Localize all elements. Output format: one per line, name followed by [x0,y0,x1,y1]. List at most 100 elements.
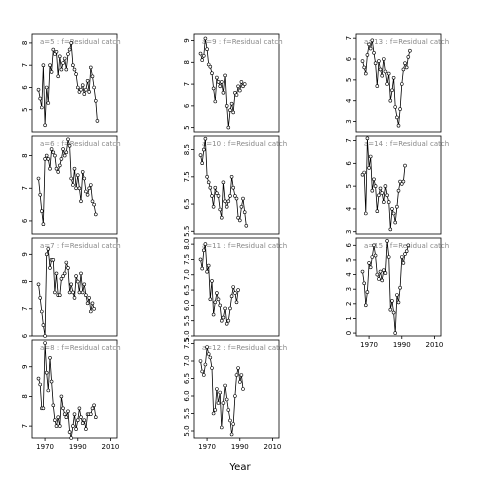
data-point [64,260,69,265]
data-point [200,161,204,165]
y-tick-label: 7 [345,36,353,40]
data-point [362,65,367,70]
data-point [77,290,82,295]
data-point [220,80,224,84]
data-point [38,193,43,197]
data-point [79,199,83,204]
data-point [239,80,244,84]
data-point [89,65,93,70]
data-point [215,291,219,295]
data-point [200,369,204,374]
data-point [89,412,93,417]
data-point [390,207,394,211]
panel-label: a=8 : f=Residual catch [40,344,121,352]
data-point [406,55,411,59]
data-point [216,297,221,302]
data-point [241,387,245,391]
y-tick-label: 6.5 [183,198,191,209]
data-point [74,72,78,76]
data-point [36,282,41,287]
data-point [77,406,82,411]
panel-label: a=14 : f=Residual catch [364,140,449,148]
data-point [378,186,383,191]
series-line [200,244,239,326]
y-tick-label: 1 [345,316,353,320]
data-point [386,200,391,204]
data-point [386,71,391,76]
y-tick-label: 5.5 [183,226,191,237]
panel-label: a=11 : f=Residual catch [202,242,287,250]
data-point [218,303,222,308]
data-point [239,205,244,209]
data-point [231,185,235,190]
data-point [38,382,43,387]
data-point [211,86,216,91]
y-tick-label: 6 [21,85,29,90]
data-point [383,271,388,275]
y-tick-label: 5 [345,78,353,82]
data-point [216,401,221,405]
data-point [43,123,47,128]
data-point [205,269,209,274]
y-tick-label: 9 [21,252,29,256]
data-point [51,150,56,155]
data-point [395,293,399,297]
data-point [213,185,218,190]
data-point [53,153,57,158]
y-tick-label: 7 [345,138,353,142]
panel-label: a=9 : f=Residual catch [202,38,283,46]
panel-label: a=12 : f=Residual catch [202,344,287,352]
y-tick-label: 5 [345,258,353,262]
data-point [87,186,91,191]
data-point [62,56,67,61]
data-point [210,279,214,283]
data-point [36,176,41,181]
data-point [368,265,373,270]
data-point [244,224,249,228]
data-point [90,301,95,306]
x-tick-label: 2010 [264,443,282,451]
data-point [208,297,213,302]
data-point [203,362,208,367]
y-tick-label: 7 [21,186,29,190]
data-point [46,247,51,251]
panel-frame [355,33,442,133]
data-point [67,144,72,148]
data-point [198,257,203,262]
data-point [375,84,380,88]
data-point [41,406,46,411]
data-point [234,373,239,377]
panel-frame [193,33,280,133]
data-point [94,212,98,217]
y-tick-label: 9 [21,364,29,368]
data-point [49,70,54,74]
y-tick-label: 8 [21,153,29,157]
data-point [399,255,404,259]
data-point [87,296,91,300]
panel-label: a=6 : f=Residual catch [40,140,121,148]
panel-frame [193,339,280,439]
y-tick-label: 8.0 [183,239,191,250]
data-point [206,352,211,356]
data-point [368,154,373,159]
data-point [391,76,396,80]
y-tick-label: 8 [21,279,29,283]
data-point [403,252,407,256]
data-point [220,215,224,220]
data-point [403,163,407,168]
data-point [383,184,388,188]
data-point [208,355,213,360]
data-point [38,296,43,300]
data-point [203,36,208,41]
y-tick-label: 5 [345,184,353,188]
y-tick-label: 6 [345,161,353,166]
data-point [59,276,64,281]
data-point [72,296,77,300]
panel-frame [193,135,280,235]
data-point [71,290,75,295]
data-point [213,408,218,412]
x-tick-label: 1970 [360,341,378,349]
y-tick-label: 6 [183,103,191,108]
data-point [72,166,77,171]
data-point [363,211,368,216]
